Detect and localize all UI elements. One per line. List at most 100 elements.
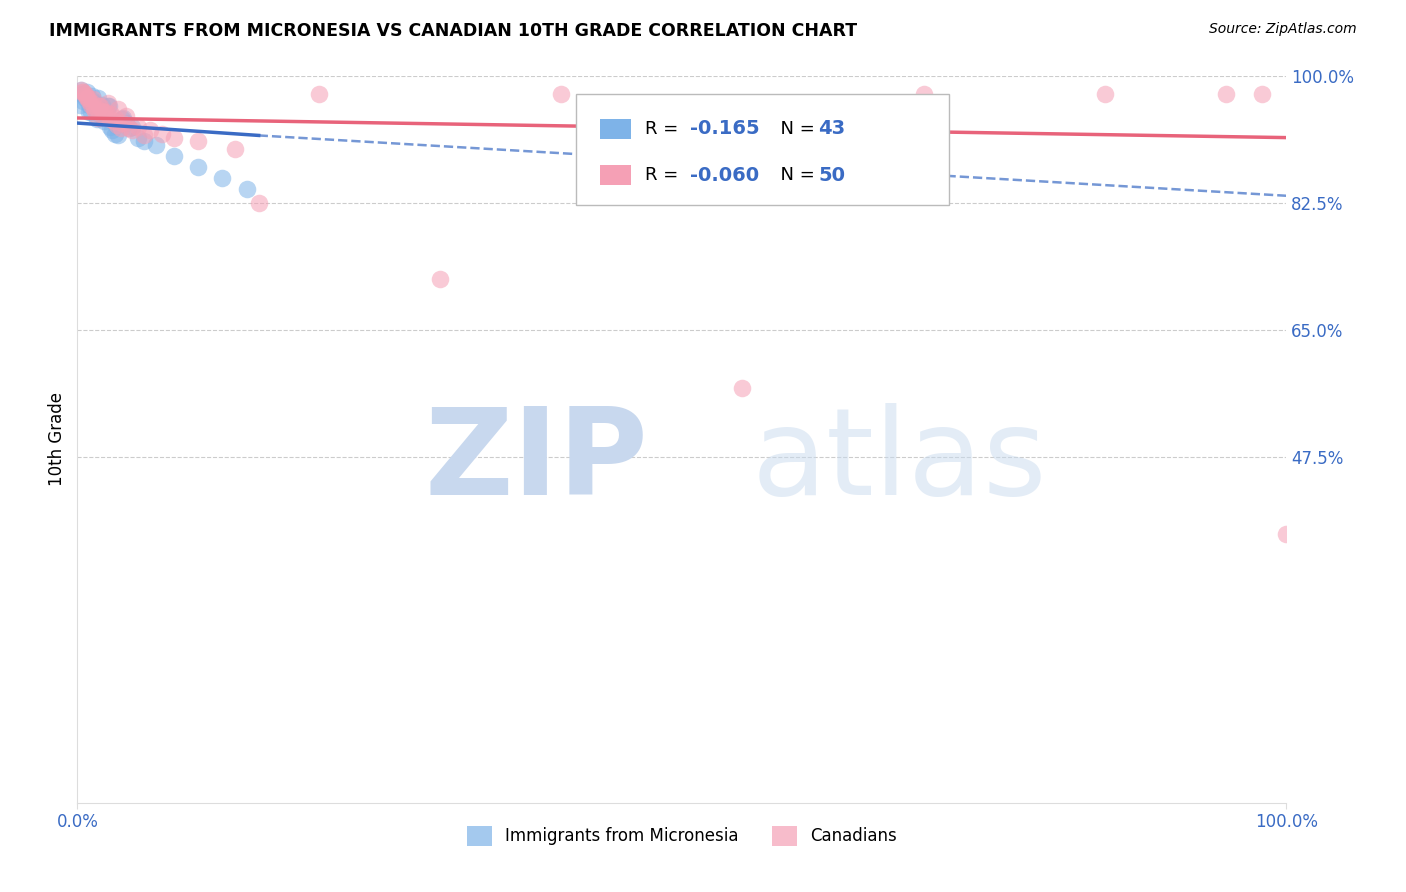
Point — [96, 105, 118, 120]
Point — [235, 181, 257, 195]
Point — [100, 106, 122, 120]
Point — [104, 127, 127, 141]
Text: atlas: atlas — [752, 402, 1047, 520]
Point — [76, 90, 98, 104]
Point — [90, 98, 112, 112]
Point — [98, 120, 121, 134]
Point — [70, 85, 93, 99]
Point — [80, 96, 103, 111]
Text: N =: N = — [769, 120, 821, 138]
Text: -0.060: -0.060 — [690, 166, 759, 185]
Point — [132, 128, 155, 143]
Point — [118, 121, 141, 136]
Point — [163, 130, 186, 145]
Point — [87, 99, 110, 113]
Point — [79, 95, 101, 109]
Point — [96, 96, 118, 111]
Point — [1215, 87, 1237, 101]
Point — [211, 170, 233, 185]
Point — [83, 96, 105, 111]
Legend: Immigrants from Micronesia, Canadians: Immigrants from Micronesia, Canadians — [460, 819, 904, 853]
Point — [912, 87, 935, 101]
Point — [145, 137, 167, 152]
Point — [90, 103, 112, 118]
Point — [1251, 87, 1274, 101]
Point — [187, 160, 209, 174]
Point — [89, 102, 111, 116]
Point — [80, 89, 103, 103]
Point — [86, 112, 108, 127]
Point — [308, 87, 330, 101]
Point — [139, 123, 162, 137]
Point — [247, 196, 270, 211]
Text: N =: N = — [769, 166, 821, 184]
Point — [70, 83, 93, 97]
Point — [84, 102, 107, 116]
Point — [114, 109, 136, 123]
Point — [87, 106, 110, 120]
Point — [429, 272, 451, 286]
Point — [70, 87, 93, 101]
Point — [73, 87, 96, 101]
Point — [79, 98, 101, 112]
Point — [86, 102, 108, 116]
Point — [73, 90, 96, 104]
Point — [224, 141, 246, 155]
Point — [163, 149, 186, 163]
Point — [96, 109, 118, 123]
Point — [79, 98, 101, 112]
Point — [104, 111, 127, 125]
Point — [82, 95, 104, 109]
Point — [111, 116, 134, 130]
Text: R =: R = — [645, 166, 685, 184]
Point — [70, 83, 93, 97]
Text: Source: ZipAtlas.com: Source: ZipAtlas.com — [1209, 22, 1357, 37]
Point — [84, 103, 107, 118]
Text: -0.165: -0.165 — [690, 120, 761, 138]
Point — [121, 120, 143, 134]
Point — [1094, 87, 1116, 101]
Point — [112, 111, 135, 125]
Point — [97, 99, 120, 113]
Point — [72, 95, 94, 109]
Point — [127, 130, 149, 145]
Point — [127, 120, 149, 134]
Point — [87, 90, 110, 104]
Point — [550, 87, 572, 101]
Point — [101, 123, 124, 137]
Point — [187, 134, 209, 148]
Point — [76, 85, 98, 99]
Point — [107, 102, 129, 116]
Point — [1275, 526, 1298, 541]
Text: IMMIGRANTS FROM MICRONESIA VS CANADIAN 10TH GRADE CORRELATION CHART: IMMIGRANTS FROM MICRONESIA VS CANADIAN 1… — [49, 22, 858, 40]
Text: 50: 50 — [818, 166, 845, 185]
Point — [83, 102, 105, 116]
Text: 43: 43 — [818, 120, 845, 138]
Point — [150, 127, 173, 141]
Point — [89, 99, 111, 113]
Point — [96, 99, 118, 113]
Point — [103, 114, 125, 128]
Point — [82, 92, 104, 106]
Point — [77, 90, 100, 104]
Point — [110, 121, 132, 136]
Point — [98, 112, 121, 127]
Point — [111, 112, 134, 127]
Point — [105, 118, 128, 132]
Point — [75, 89, 97, 103]
Y-axis label: 10th Grade: 10th Grade — [48, 392, 66, 486]
Point — [93, 114, 115, 128]
Point — [79, 105, 101, 120]
Point — [87, 111, 110, 125]
Point — [731, 381, 754, 395]
Point — [114, 116, 136, 130]
Point — [132, 134, 155, 148]
Point — [75, 89, 97, 103]
Point — [69, 98, 91, 112]
Point — [93, 105, 115, 120]
Point — [105, 118, 128, 132]
Point — [94, 109, 117, 123]
Point — [91, 103, 114, 118]
Text: ZIP: ZIP — [425, 402, 648, 520]
Point — [79, 105, 101, 120]
